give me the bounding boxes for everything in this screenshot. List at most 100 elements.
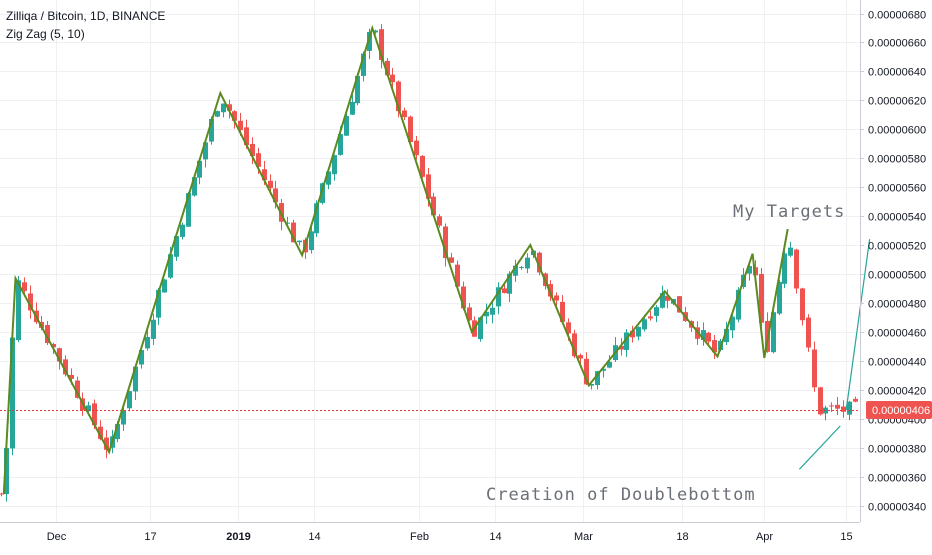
candle-body: [408, 116, 413, 143]
y-tick-label: 0.00000360: [868, 473, 926, 485]
candle-body: [326, 171, 331, 185]
candle-body: [642, 319, 647, 330]
candle-body: [28, 293, 33, 311]
candle-body: [630, 330, 635, 338]
x-tick-label: 14: [489, 531, 501, 543]
candle-body: [0, 493, 4, 495]
candle-body: [174, 236, 179, 257]
candle-body: [478, 317, 483, 340]
candle-body: [379, 29, 384, 60]
candle-body: [496, 287, 501, 307]
candle-body: [115, 423, 120, 440]
candle-body: [244, 127, 249, 146]
last-price-badge: [866, 401, 932, 419]
candle-body: [759, 273, 764, 323]
candles: [0, 24, 858, 502]
candle-body: [355, 75, 360, 104]
target-line: [845, 239, 871, 411]
candle-body: [782, 253, 787, 284]
y-tick-label: 0.00000420: [868, 386, 926, 398]
candle-body: [98, 426, 103, 440]
candle-body: [51, 344, 56, 348]
candle-body: [75, 380, 80, 398]
y-tick-label: 0.00000340: [868, 502, 926, 514]
candle-body: [484, 311, 489, 317]
y-tick-label: 0.00000580: [868, 154, 926, 166]
candle-body: [507, 273, 512, 294]
candle-body: [367, 31, 372, 51]
y-tick-label: 0.00000660: [868, 38, 926, 50]
candle-body: [829, 405, 834, 407]
candle-body: [309, 231, 314, 251]
y-tick-label: 0.00000640: [868, 67, 926, 79]
candle-body: [706, 332, 711, 342]
candle-body: [788, 247, 793, 256]
candle-body: [10, 337, 15, 449]
indicator-label[interactable]: Zig Zag (5, 10): [6, 27, 85, 41]
y-tick-label: 0.00000500: [868, 270, 926, 282]
candle-body: [619, 345, 624, 350]
candle-body: [841, 406, 846, 412]
x-tick-label: Dec: [47, 531, 67, 543]
candle-body: [256, 153, 261, 167]
annotation-my-targets: My Targets: [733, 202, 845, 222]
candle-body: [566, 322, 571, 334]
candle-body: [800, 288, 805, 321]
candle-body: [22, 282, 27, 291]
candle-body: [595, 371, 600, 386]
candle-body: [490, 307, 495, 315]
candle-body: [262, 169, 267, 181]
candle-body: [320, 183, 325, 203]
candle-body: [402, 110, 407, 118]
candle-body: [180, 224, 185, 237]
candle-body: [525, 257, 530, 269]
chart-title: Zilliqa / Bitcoin, 1D, BINANCE: [6, 9, 165, 23]
candle-body: [332, 155, 337, 175]
candle-body: [192, 177, 197, 196]
candle-body: [578, 355, 583, 359]
candle-body: [537, 252, 542, 273]
annotation-doublebottom: Creation of Doublebottom: [486, 485, 756, 505]
y-tick-label: 0.00000480: [868, 299, 926, 311]
candle-body: [385, 60, 390, 76]
y-tick-label: 0.00000620: [868, 96, 926, 108]
x-tick-label: 17: [144, 531, 156, 543]
candle-body: [139, 350, 144, 365]
candle-body: [677, 296, 682, 313]
candle-body: [847, 401, 852, 415]
candle-body: [168, 254, 173, 278]
candle-body: [16, 280, 21, 341]
candle-body: [554, 295, 559, 301]
candle-body: [812, 349, 817, 388]
candle-body: [794, 249, 799, 289]
y-tick-label: 0.00000600: [868, 125, 926, 137]
candle-body: [69, 374, 74, 379]
x-tick-label: Feb: [410, 531, 429, 543]
candle-body: [121, 410, 126, 425]
candle-body: [420, 155, 425, 177]
candle-body: [426, 174, 431, 199]
candle-body: [818, 387, 823, 415]
candle-body: [250, 143, 255, 157]
candle-body: [747, 266, 752, 274]
candle-body: [127, 391, 132, 409]
x-tick-label: 2019: [226, 531, 250, 543]
y-tick-label: 0.00000520: [868, 241, 926, 253]
candle-body: [156, 289, 161, 318]
candle-body: [238, 120, 243, 131]
candle-body: [712, 340, 717, 353]
candle-body: [584, 358, 589, 385]
candle-body: [431, 196, 436, 216]
candle-body: [806, 317, 811, 348]
candle-body: [449, 257, 454, 263]
candle-body: [145, 336, 150, 349]
candle-body: [835, 404, 840, 409]
candle-body: [203, 142, 208, 160]
candle-body: [344, 116, 349, 136]
candle-body: [215, 111, 220, 117]
candle-body: [314, 203, 319, 234]
x-tick-label: Mar: [574, 531, 593, 543]
y-tick-label: 0.00000460: [868, 328, 926, 340]
